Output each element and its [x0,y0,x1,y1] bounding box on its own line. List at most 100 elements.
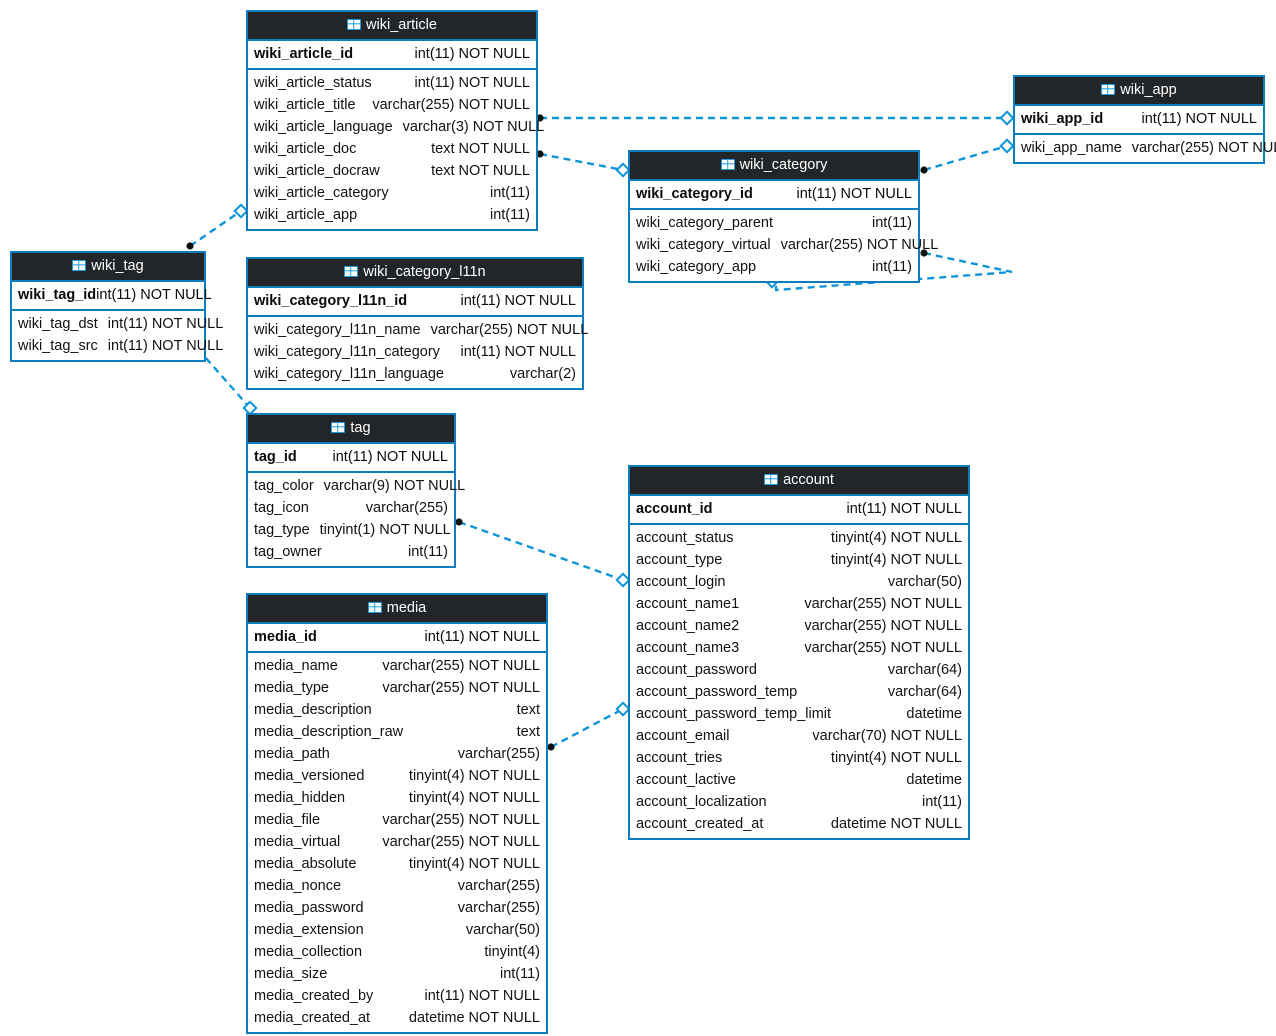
column-row[interactable]: media_hidden tinyint(4) NOT NULL [248,787,546,809]
column-row[interactable]: media_absolute tinyint(4) NOT NULL [248,853,546,875]
column-row[interactable]: media_file varchar(255) NOT NULL [248,809,546,831]
relation-rel-tag-owner-account[interactable] [455,518,631,588]
column-row[interactable]: wiki_category_virtual varchar(255) NOT NU… [630,234,938,256]
relation-rel-category-app[interactable] [920,138,1015,174]
column-row[interactable]: wiki_category_l11n_category int(11) NOT N… [248,341,582,363]
column-row[interactable]: media_size int(11) [248,963,546,985]
column-row[interactable]: wiki_tag_src int(11) NOT NULL [12,335,223,357]
column-row[interactable]: media_collection tinyint(4) [248,941,546,963]
primary-key-row[interactable]: wiki_article_id int(11) NOT NULL [248,39,536,70]
column-row[interactable]: media_password varchar(255) [248,897,546,919]
column-row[interactable]: wiki_article_doc text NOT NULL [248,138,536,160]
table-wiki_app[interactable]: wiki_app wiki_app_id int(11) NOT NULL wiki_… [1013,75,1276,164]
column-row[interactable]: tag_color varchar(9) NOT NULL [248,475,465,497]
table-header-wiki_app[interactable]: wiki_app [1015,77,1263,104]
primary-key-row[interactable]: tag_id int(11) NOT NULL [248,442,454,473]
column-row[interactable]: account_name2 varchar(255) NOT NULL [630,615,968,637]
column-row[interactable]: account_type tinyint(4) NOT NULL [630,549,968,571]
primary-key-row[interactable]: account_id int(11) NOT NULL [630,494,968,525]
column-row[interactable]: tag_type tinyint(1) NOT NULL [248,519,454,541]
column-row[interactable]: media_description text [248,699,546,721]
column-name: media_password [254,900,364,916]
column-row[interactable]: account_email varchar(70) NOT NULL [630,725,968,747]
column-name: account_lactive [636,772,736,788]
column-type: varchar(255) NOT NULL [780,237,939,253]
column-name: account_password [636,662,757,678]
column-row[interactable]: wiki_article_app int(11) [248,204,536,226]
column-row[interactable]: account_localization int(11) [630,791,968,813]
column-row[interactable]: media_extension varchar(50) [248,919,546,941]
table-wiki_tag[interactable]: wiki_tag wiki_tag_id int(11) NOT NULL wiki_… [10,251,223,362]
column-row[interactable]: wiki_article_category int(11) [248,182,536,204]
column-type: varchar(255) [457,878,540,894]
column-row[interactable]: account_password_temp varchar(64) [630,681,968,703]
column-row[interactable]: wiki_category_parent int(11) [630,212,918,234]
column-name: account_type [636,552,723,568]
table-header-wiki_category[interactable]: wiki_category [630,152,918,179]
table-icon [344,266,359,277]
column-type: int(11) NOT NULL [796,186,913,202]
column-row[interactable]: media_type varchar(255) NOT NULL [248,677,546,699]
primary-key-row[interactable]: wiki_category_id int(11) NOT NULL [630,179,918,210]
column-row[interactable]: media_created_at datetime NOT NULL [248,1007,546,1029]
column-row[interactable]: account_name1 varchar(255) NOT NULL [630,593,968,615]
column-row[interactable]: wiki_article_language varchar(3) NOT NULL [248,116,544,138]
table-title-wiki_category: wiki_category [739,157,828,173]
column-type: int(11) NOT NULL [332,449,449,465]
column-type: int(11) [921,794,962,810]
column-name: wiki_category_virtual [636,237,771,253]
column-name: media_size [254,966,328,982]
column-row[interactable]: media_created_by int(11) NOT NULL [248,985,546,1007]
table-wiki_category[interactable]: wiki_category wiki_category_id int(11) NOT… [628,150,938,283]
column-row[interactable]: wiki_category_l11n_language varchar(2) [248,363,582,385]
column-row[interactable]: account_status tinyint(4) NOT NULL [630,527,968,549]
column-row[interactable]: wiki_tag_dst int(11) NOT NULL [12,313,223,335]
column-row[interactable]: wiki_category_app int(11) [630,256,918,278]
column-row[interactable]: account_login varchar(50) [630,571,968,593]
table-header-media[interactable]: media [248,595,546,622]
column-row[interactable]: media_description_raw text [248,721,546,743]
column-row[interactable]: account_password_temp_limit datetime [630,703,968,725]
table-media[interactable]: media media_id int(11) NOT NULL media_name v… [246,593,548,1034]
column-row[interactable]: account_name3 varchar(255) NOT NULL [630,637,968,659]
primary-key-row[interactable]: media_id int(11) NOT NULL [248,622,546,653]
primary-key-row[interactable]: wiki_category_l11n_id int(11) NOT NULL [248,286,582,317]
table-wiki_category_l11n[interactable]: wiki_category_l11n wiki_category_l11n_id i… [246,257,588,390]
table-icon [1101,84,1116,95]
table-wiki_article[interactable]: wiki_article wiki_article_id int(11) NOT N… [246,10,544,231]
column-row[interactable]: media_path varchar(255) [248,743,546,765]
column-row[interactable]: media_name varchar(255) NOT NULL [248,655,546,677]
relation-source-dot [455,518,463,526]
column-row[interactable]: media_nonce varchar(255) [248,875,546,897]
table-header-wiki_category_l11n[interactable]: wiki_category_l11n [248,259,582,286]
column-type: tinyint(4) NOT NULL [408,768,540,784]
column-row[interactable]: media_versioned tinyint(4) NOT NULL [248,765,546,787]
column-row[interactable]: wiki_article_title varchar(255) NOT NULL [248,94,536,116]
table-header-account[interactable]: account [630,467,968,494]
primary-key-row[interactable]: wiki_tag_id int(11) NOT NULL [12,280,212,311]
table-tag[interactable]: tag tag_id int(11) NOT NULL tag_color varcha… [246,413,465,568]
relation-rel-media-created-by-account[interactable] [547,701,631,751]
relation-rel-article-doc-category[interactable] [536,150,631,178]
column-row[interactable]: wiki_article_status int(11) NOT NULL [248,72,536,94]
column-type: tinyint(4) [484,944,540,960]
column-row[interactable]: tag_icon varchar(255) [248,497,454,519]
column-row[interactable]: wiki_article_docraw text NOT NULL [248,160,536,182]
column-row[interactable]: account_tries tinyint(4) NOT NULL [630,747,968,769]
column-row[interactable]: wiki_category_l11n_name varchar(255) NOT … [248,319,588,341]
relation-rel-article-language-app[interactable] [536,110,1015,126]
column-row[interactable]: account_lactive datetime [630,769,968,791]
column-row[interactable]: tag_owner int(11) [248,541,454,563]
relation-rel-tag-article-app[interactable] [186,203,249,250]
column-name: wiki_category_l11n_category [254,344,440,360]
column-row[interactable]: media_virtual varchar(255) NOT NULL [248,831,546,853]
table-account[interactable]: account account_id int(11) NOT NULL account… [628,465,970,840]
column-row[interactable]: account_password varchar(64) [630,659,968,681]
column-row[interactable]: wiki_app_name varchar(255) NOT NULL [1015,137,1276,159]
table-header-wiki_tag[interactable]: wiki_tag [12,253,204,280]
primary-key-row[interactable]: wiki_app_id int(11) NOT NULL [1015,104,1263,135]
relation-target-diamond [999,138,1015,154]
table-header-wiki_article[interactable]: wiki_article [248,12,536,39]
column-row[interactable]: account_created_at datetime NOT NULL [630,813,968,835]
table-header-tag[interactable]: tag [248,415,454,442]
